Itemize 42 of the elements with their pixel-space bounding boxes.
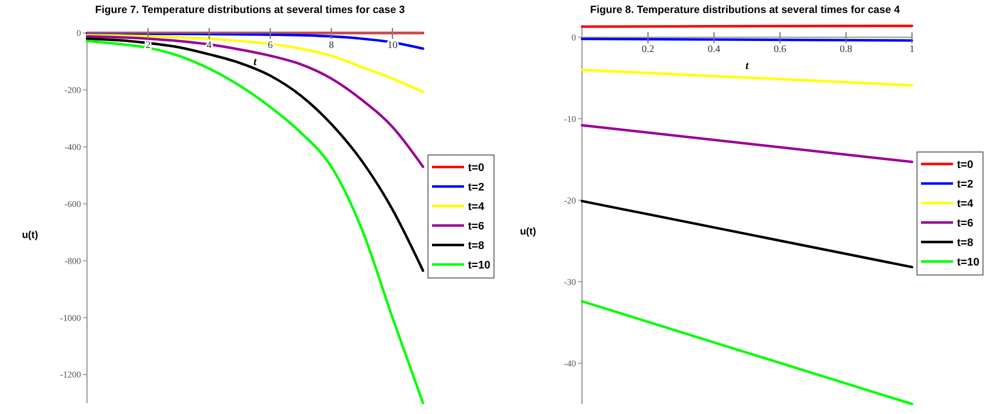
x-tick-label: 1 [910,44,914,56]
legend-label: t=8 [468,240,484,252]
line-series [86,32,424,50]
legend-label: t=2 [468,181,484,194]
chart-title: Figure 7. Temperature distributions at several times for case 3 [95,4,405,16]
legend-label: t=6 [957,217,974,230]
y-tick-label: -40 [564,358,576,368]
y-tick-label: -800 [64,256,82,266]
y-tick-label: 0 [76,28,82,38]
y-axis-title: u(t) [22,230,38,241]
chart-title: Figure 8. Temperature distributions at several times for case 4 [590,4,900,16]
x-axis-title: t [745,60,750,72]
x-tick-label: 0.2 [642,44,654,56]
line-series [86,37,424,272]
legend-label: t=0 [468,162,484,174]
legend-label: t=2 [957,178,974,190]
y-tick-label: 0 [572,32,576,42]
legend-label: t=4 [468,200,486,213]
x-tick-label: 10 [387,40,398,51]
y-tick-label: -30 [564,276,576,287]
line-series [86,40,424,404]
y-tick-label: -200 [64,85,82,96]
legend-label: t=10 [468,259,490,272]
y-tick-label: -1000 [60,312,82,323]
y-tick-label: -10 [564,114,576,124]
y-tick-label: -1200 [60,370,82,380]
y-tick-label: -400 [64,142,82,152]
legend-label: t=6 [468,220,484,232]
x-tick-label: 0.8 [840,44,852,56]
legend-label: t=8 [957,236,974,249]
x-tick-label: 0.6 [774,44,786,56]
y-axis-title: u(t) [520,226,536,238]
x-axis-title: t [253,56,258,68]
legend-label: t=0 [957,158,974,171]
line-series [86,35,424,168]
y-tick-label: -600 [64,198,82,209]
line-series [86,34,424,94]
legend-label: t=10 [957,256,980,268]
x-tick-label: 8 [328,40,334,51]
y-tick-label: -20 [564,195,576,206]
legend-label: t=4 [957,198,974,210]
x-tick-label: 0.4 [708,44,720,56]
